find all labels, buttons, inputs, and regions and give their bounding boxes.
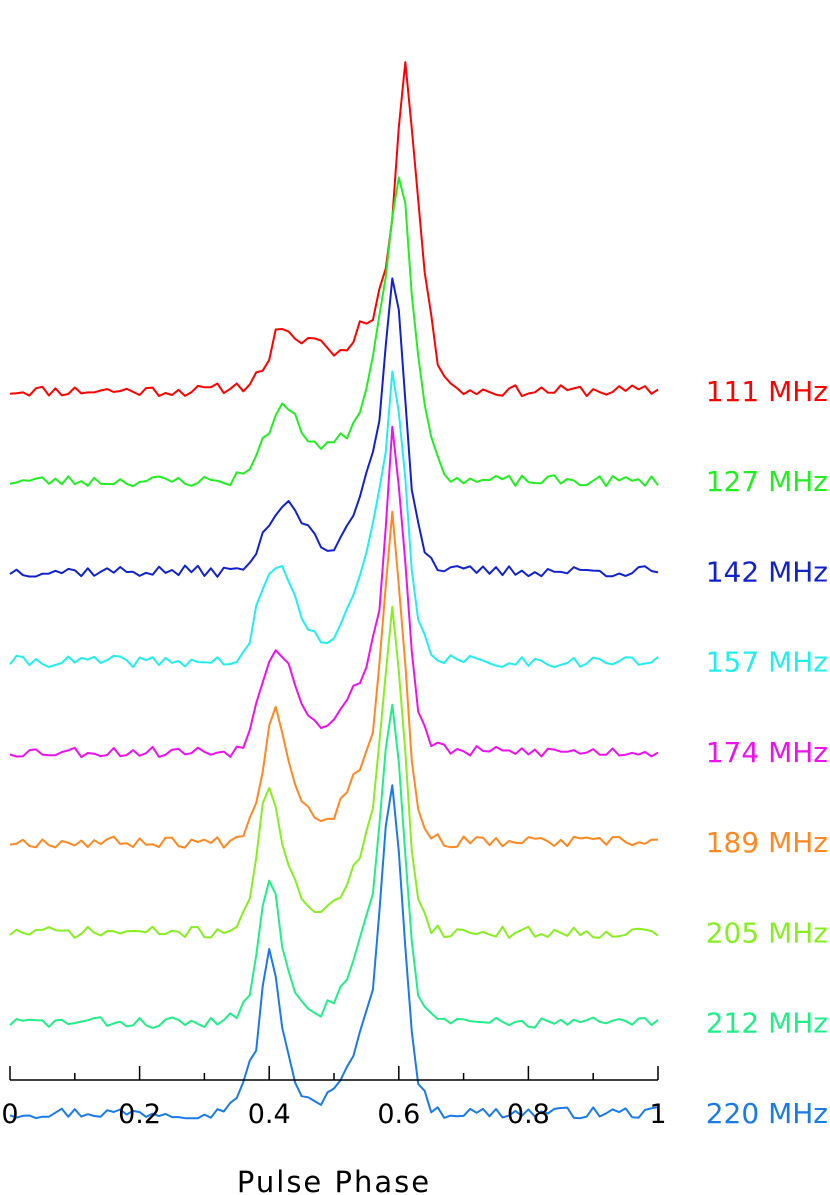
series-label-174-mhz: 174 MHz: [706, 736, 828, 769]
x-tick-label: 0.6: [377, 1099, 420, 1130]
series-line-212-mhz: [9, 703, 659, 1029]
series-label-111-mhz: 111 MHz: [706, 375, 828, 408]
series-label-189-mhz: 189 MHz: [706, 826, 828, 859]
x-axis-title: Pulse Phase: [237, 1165, 431, 1195]
series-label-212-mhz: 212 MHz: [706, 1007, 828, 1040]
series-line-220-mhz: [9, 784, 659, 1120]
frequency-labels: 111 MHz 127 MHz 142 MHz 157 MHz 174 MHz 189 M…: [706, 375, 828, 1130]
series-label-220-mhz: 220 MHz: [706, 1097, 828, 1130]
series-line-189-mhz: [9, 510, 659, 849]
x-axis-tick-labels: 0 0.2 0.4 0.6 0.8 1: [1, 1099, 666, 1130]
x-axis: 0 0.2 0.4 0.6 0.8 1 Pulse Phase: [1, 1066, 667, 1195]
x-tick-label: 0.4: [248, 1099, 291, 1130]
series-label-157-mhz: 157 MHz: [706, 646, 828, 679]
x-tick-label: 0.8: [507, 1099, 550, 1130]
series-line-157-mhz: [9, 370, 659, 669]
series-label-127-mhz: 127 MHz: [706, 465, 828, 498]
x-axis-ticks: [9, 1066, 659, 1080]
x-tick-label: 0: [1, 1099, 18, 1130]
series-label-205-mhz: 205 MHz: [706, 916, 828, 949]
series-line-142-mhz: [9, 277, 659, 578]
series-label-142-mhz: 142 MHz: [706, 555, 828, 588]
x-tick-label: 1: [649, 1099, 666, 1130]
series-line-205-mhz: [9, 605, 659, 939]
profile-traces: [9, 61, 659, 1120]
series-line-174-mhz: [9, 425, 659, 759]
series-line-111-mhz: [9, 61, 659, 398]
x-tick-label: 0.2: [118, 1099, 161, 1130]
series-line-127-mhz: [9, 176, 659, 488]
